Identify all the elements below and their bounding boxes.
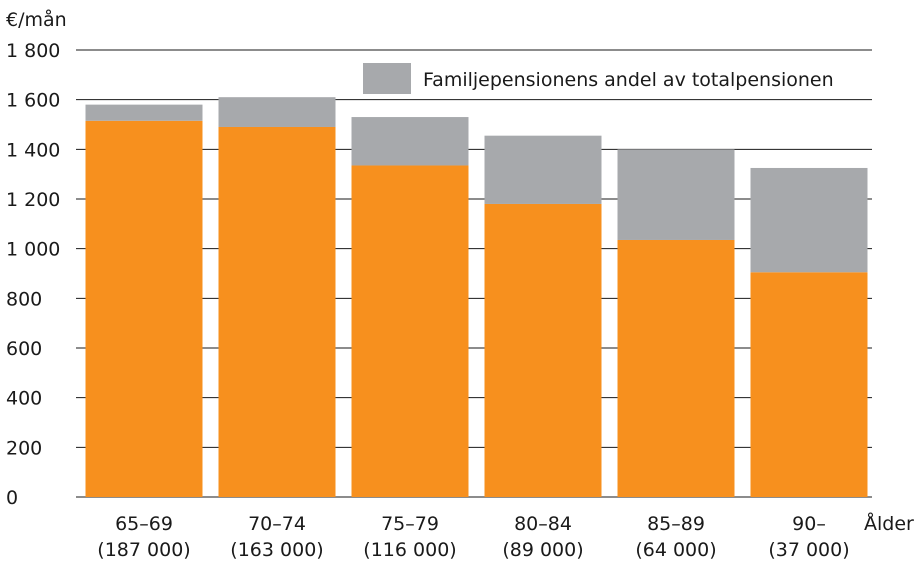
bar-segment-base: [351, 165, 469, 497]
bar-segment-family-pension: [484, 135, 602, 204]
y-tick-label: 1 400: [6, 139, 60, 161]
x-axis-label: Ålder: [864, 512, 914, 535]
x-tick-sublabel: (64 000): [635, 539, 716, 561]
bar-segment-family-pension: [617, 149, 735, 240]
y-tick-label: 200: [6, 437, 42, 459]
x-tick-label: 70–74: [248, 513, 306, 535]
bar-segment-base: [617, 239, 735, 497]
y-tick-label: 1 000: [6, 239, 60, 261]
bar-segment-family-pension: [351, 117, 469, 166]
x-tick-label: 75–79: [381, 513, 439, 535]
bar-segment-family-pension: [218, 97, 336, 127]
bar-segment-family-pension: [85, 104, 203, 121]
bar-segment-base: [750, 272, 868, 497]
bar-segment-family-pension: [750, 167, 868, 273]
y-tick-label: 400: [6, 388, 42, 410]
bar-segment-base: [484, 203, 602, 497]
y-tick-label: 0: [6, 487, 18, 509]
bar-segment-base: [85, 120, 203, 498]
y-tick-label: 1 200: [6, 189, 60, 211]
x-tick-label: 80–84: [514, 513, 572, 535]
bar-segment-base: [218, 126, 336, 497]
x-tick-sublabel: (163 000): [230, 539, 323, 561]
y-tick-label: 800: [6, 288, 42, 310]
legend-swatch: [363, 63, 411, 94]
legend: Familjepensionens andel av totalpensione…: [363, 63, 834, 94]
y-axis-label: €/mån: [6, 8, 67, 31]
gridlines: [76, 49, 872, 498]
y-tick-label: 1 600: [6, 90, 60, 112]
legend-label: Familjepensionens andel av totalpensione…: [423, 69, 834, 91]
x-tick-label: 85–89: [647, 513, 705, 535]
y-tick-labels: 0 200 400 600 800 1 000 1 200 1 400 1 600 1 800: [6, 40, 60, 509]
x-tick-sublabel: (116 000): [363, 539, 456, 561]
x-tick-sublabel: (37 000): [768, 539, 849, 561]
bars: [85, 97, 868, 498]
x-tick-label: 65–69: [115, 513, 173, 535]
x-tick-sublabel: (187 000): [97, 539, 190, 561]
x-tick-label: 90–: [792, 513, 826, 535]
y-tick-label: 1 800: [6, 40, 60, 62]
y-tick-label: 600: [6, 338, 42, 360]
category-labels: 65–69 (187 000) 70–74 (163 000) 75–79 (116 00…: [97, 513, 849, 561]
x-tick-sublabel: (89 000): [502, 539, 583, 561]
